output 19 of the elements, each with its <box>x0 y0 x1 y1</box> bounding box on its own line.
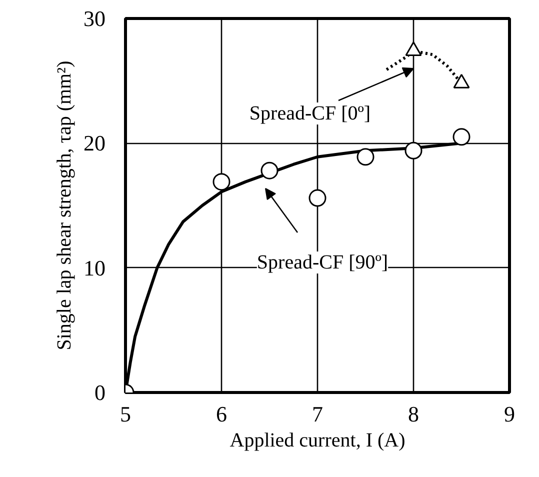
point <box>404 142 422 160</box>
point <box>308 189 326 207</box>
point <box>356 148 374 166</box>
x-tick-label: 7 <box>312 402 323 426</box>
x-axis-title: Applied current, I (A) <box>230 430 406 452</box>
point <box>260 162 278 180</box>
point <box>212 173 230 191</box>
annotation: Spread-CF [90º] <box>256 252 388 274</box>
y-tick-label: 10 <box>84 255 106 280</box>
x-tick-label: 6 <box>216 402 227 426</box>
x-tick-label: 9 <box>504 402 515 426</box>
y-tick-label: 0 <box>94 380 106 405</box>
x-tick-label: 8 <box>408 402 419 426</box>
annotation: Spread-CF [0º] <box>249 102 371 124</box>
y-tick-label: 20 <box>84 130 106 156</box>
x-tick-label: 5 <box>120 402 131 426</box>
point <box>452 128 470 146</box>
y-tick-label: 30 <box>84 6 106 31</box>
y-axis-title: Single lap shear strength, τap (mm²) <box>54 60 76 350</box>
